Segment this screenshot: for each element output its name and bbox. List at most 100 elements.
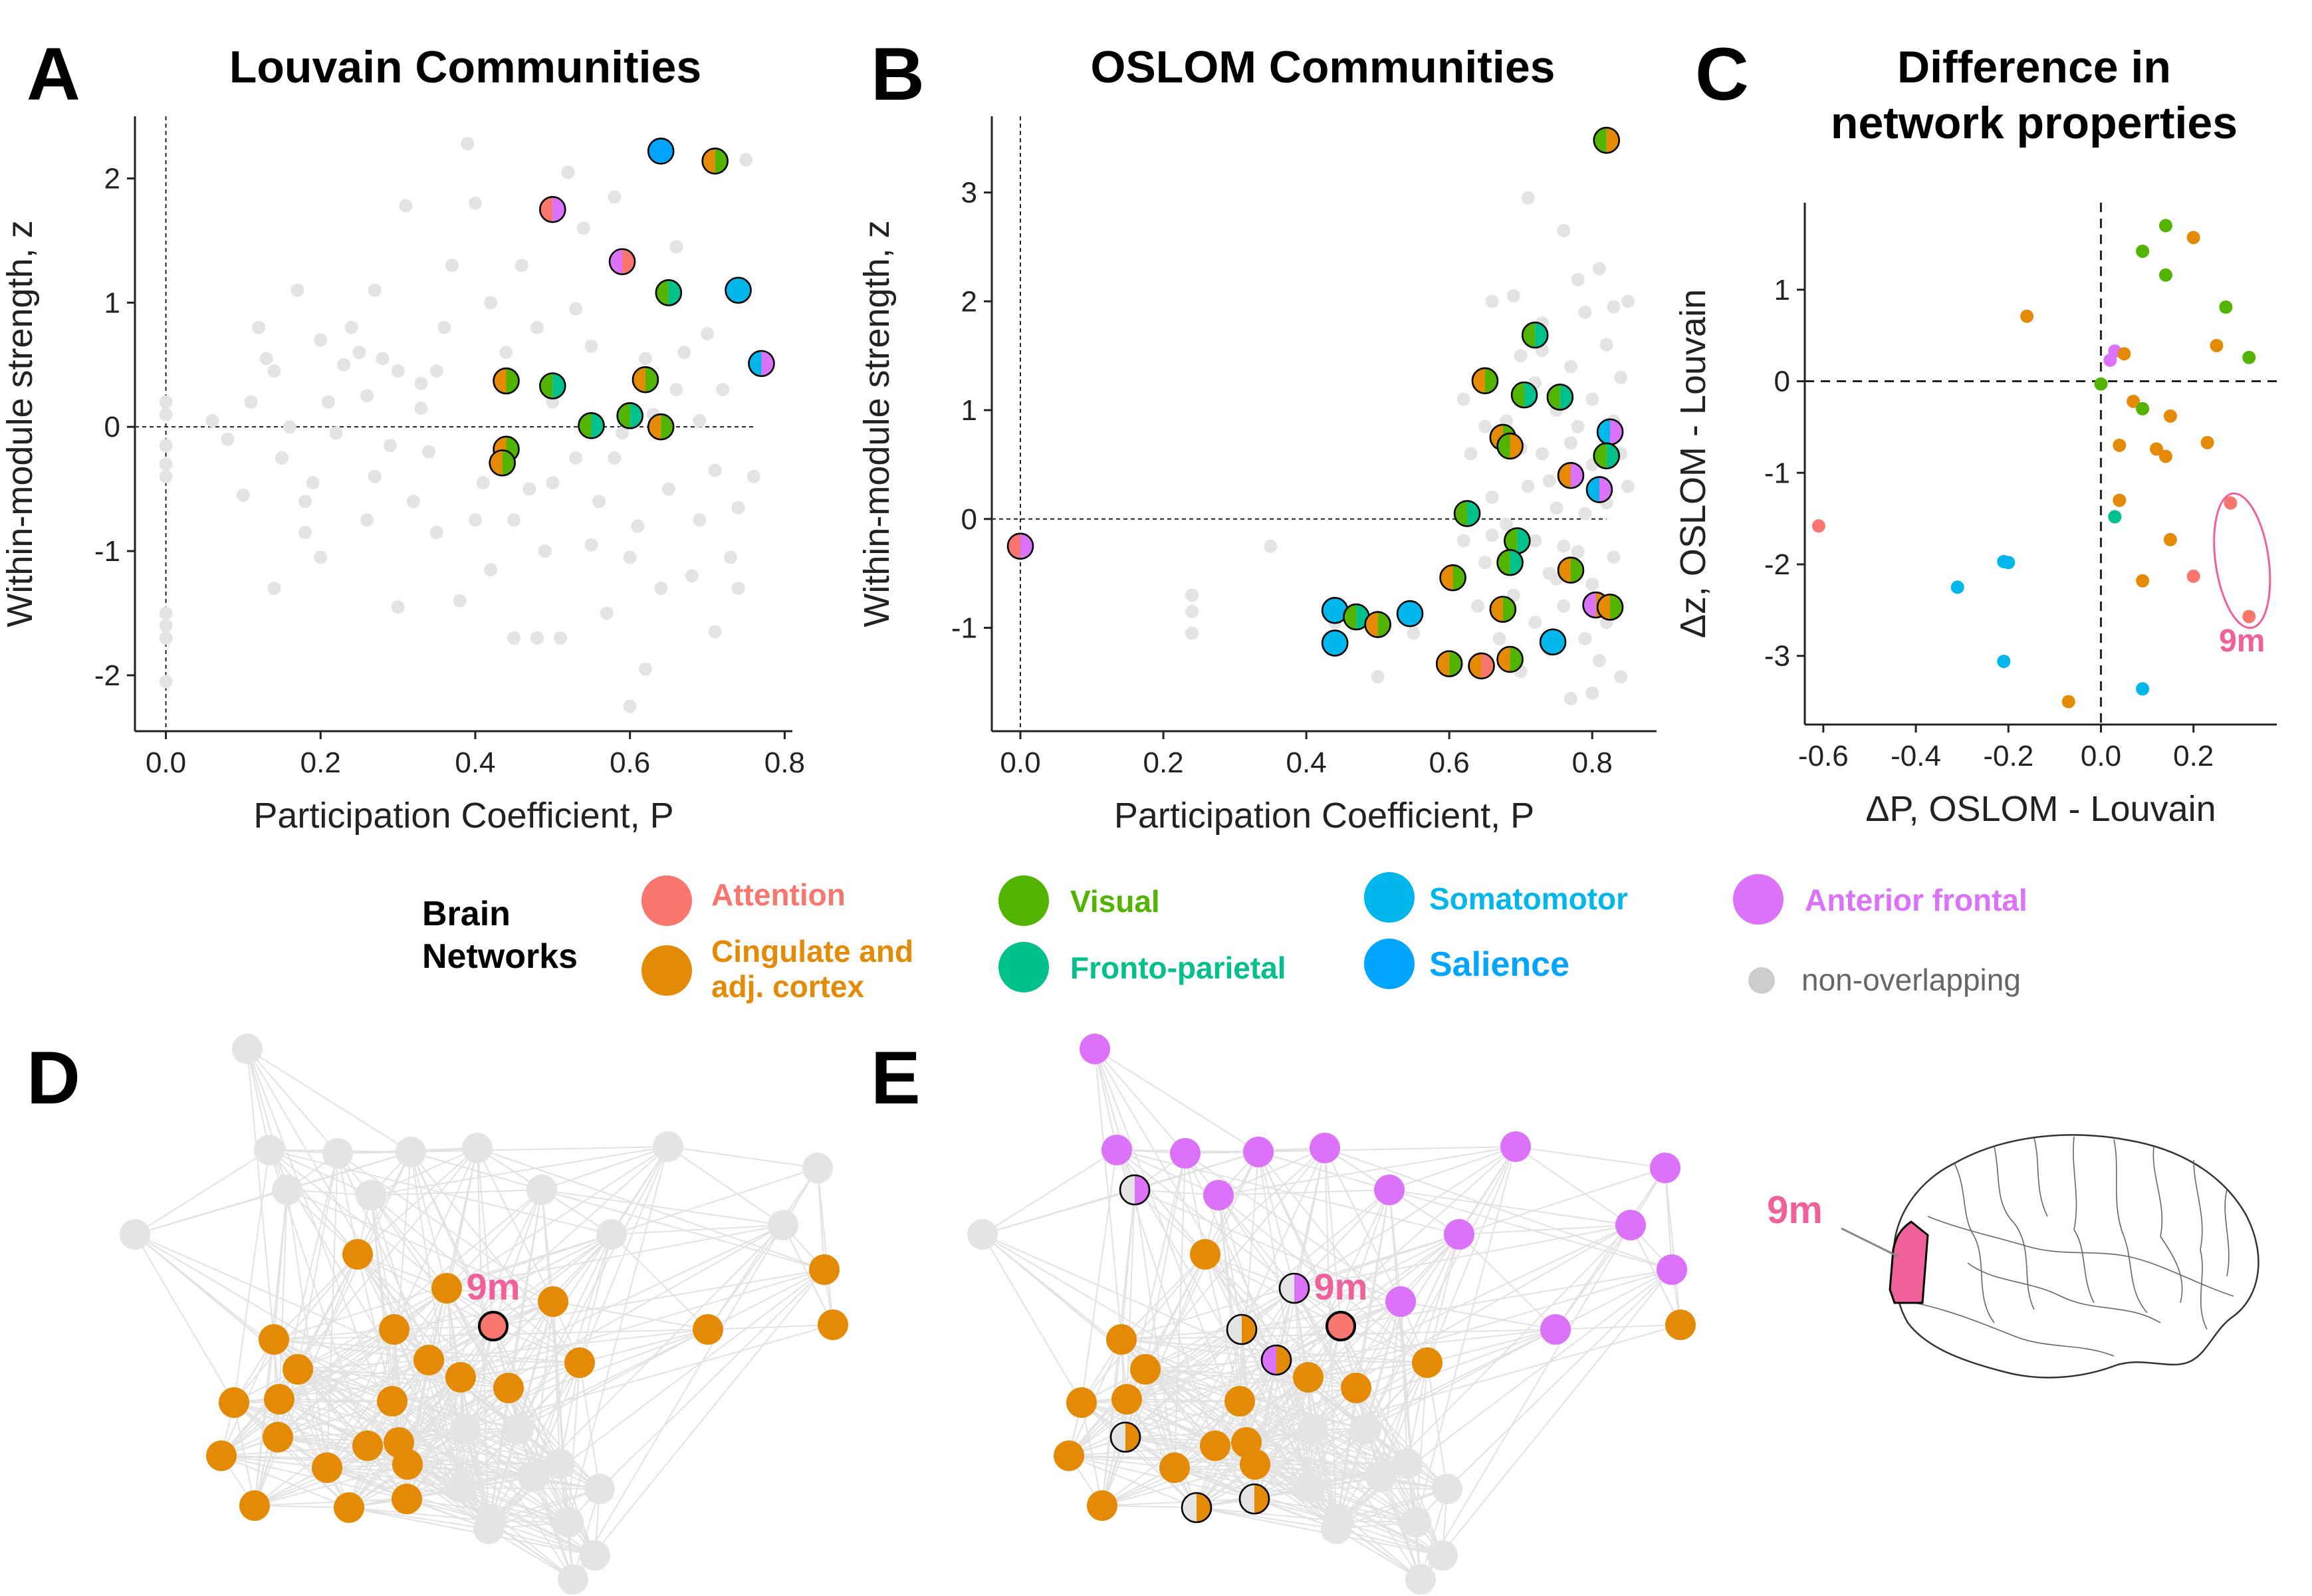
x-tick-label: 0.8 [1572, 746, 1613, 779]
data-point [647, 413, 675, 441]
data-point-outline [539, 372, 566, 399]
data-point [2158, 268, 2172, 282]
network-edge [1309, 1487, 1421, 1580]
network-edge [407, 1428, 519, 1465]
background-point [1185, 604, 1199, 618]
data-point-left-half [493, 368, 507, 394]
background-point [484, 563, 498, 577]
network-edge [1308, 1224, 1631, 1378]
network-edge [279, 1399, 350, 1508]
network-edge [1555, 1167, 1666, 1330]
network-edge [1214, 1377, 1309, 1446]
network-edge [233, 1402, 596, 1556]
legend-label-cingulate-2: adj. cortex [711, 969, 865, 1004]
background-point [623, 550, 637, 564]
network-node [254, 1135, 285, 1165]
network-edge [1094, 1048, 1247, 1443]
data-point [2061, 695, 2075, 709]
network-node [493, 1373, 524, 1403]
data-point [2210, 338, 2224, 352]
data-point [2163, 409, 2177, 423]
network-edge [518, 1234, 612, 1430]
network-edge [357, 1151, 411, 1255]
network-edge [1218, 1189, 1390, 1196]
data-point-right-half [1510, 433, 1523, 459]
network-node [392, 1449, 423, 1480]
data-point-right-half [1517, 528, 1530, 554]
network-node [232, 1034, 263, 1064]
panel-letter-a: A [27, 33, 80, 116]
network-edge [1081, 1402, 1216, 1446]
data-point [2094, 377, 2108, 391]
panel-letter-e: E [871, 1036, 921, 1119]
network-edge [1218, 1195, 1295, 1289]
network-edge [254, 1498, 407, 1506]
network-edge [1294, 1288, 1428, 1363]
network-edge [1081, 1402, 1197, 1508]
network-node [1657, 1254, 1687, 1285]
background-point [484, 296, 498, 310]
background-point [429, 526, 443, 540]
y-tick-label: 0 [104, 411, 120, 443]
network-node-overlap-left-half [1120, 1175, 1135, 1204]
network-edge [552, 1301, 709, 1330]
data-point [1539, 628, 1567, 656]
data-point-outline [1557, 461, 1585, 489]
network-edge [428, 1359, 580, 1363]
network-edge [1308, 1362, 1428, 1378]
background-point [1264, 539, 1278, 553]
network-edge [273, 1254, 358, 1340]
network-edge [1101, 1498, 1255, 1506]
louvain-scatter: 0.0 0.2 0.4 0.6 0.8 -2 -1 0 1 2 Participation Coef… [0, 116, 805, 836]
network-edge [1335, 1528, 1421, 1580]
network-node [1293, 1362, 1324, 1393]
data-point-outline [1557, 556, 1585, 584]
data-point-right-half [1452, 565, 1466, 591]
x-tick-label: -0.2 [1983, 740, 2033, 772]
data-point-left-half [1468, 653, 1482, 679]
background-point [383, 439, 397, 453]
data-point-right-half [1377, 612, 1391, 637]
background-point [1542, 474, 1556, 488]
network-node [1427, 1540, 1458, 1571]
data-point [1496, 548, 1524, 576]
network-edge [1312, 1428, 1408, 1464]
background-point [468, 513, 482, 527]
network-edge [221, 1455, 560, 1464]
data-point [1510, 381, 1538, 409]
data-point-outline [632, 366, 659, 394]
network-edge [1174, 1467, 1417, 1523]
network-edge [1068, 1369, 1146, 1456]
network-edge [707, 1224, 784, 1330]
background-point [306, 476, 320, 490]
data-point-right-half [1606, 443, 1619, 469]
data-point [2117, 347, 2131, 361]
background-point [1621, 479, 1635, 493]
network-edge [1241, 1301, 1401, 1330]
network-edge [1174, 1153, 1186, 1468]
network-edge [410, 1151, 542, 1191]
network-edge [1241, 1325, 1341, 1330]
network-edge [1427, 1329, 1556, 1363]
network-node [447, 1472, 477, 1503]
data-point [578, 412, 605, 439]
background-point [376, 352, 390, 366]
data-point [2113, 438, 2127, 452]
network-node [396, 1137, 426, 1167]
network-node [1066, 1387, 1097, 1418]
data-point [489, 449, 516, 477]
data-point [2163, 532, 2177, 546]
network-edge [1068, 1147, 1326, 1456]
network-edge [461, 1487, 569, 1523]
background-point [569, 451, 583, 465]
network-edge [279, 1359, 429, 1400]
network-node [1412, 1347, 1443, 1378]
data-point-right-half [645, 367, 658, 393]
network-edge [1389, 1189, 1631, 1226]
data-point-left-half [489, 450, 503, 476]
data-point-right-half [506, 368, 519, 394]
network-edge [1555, 1224, 1631, 1330]
data-point [2127, 394, 2140, 408]
legend-swatch-non-overlapping [1748, 967, 1775, 994]
y-tick-label: 1 [104, 286, 120, 319]
